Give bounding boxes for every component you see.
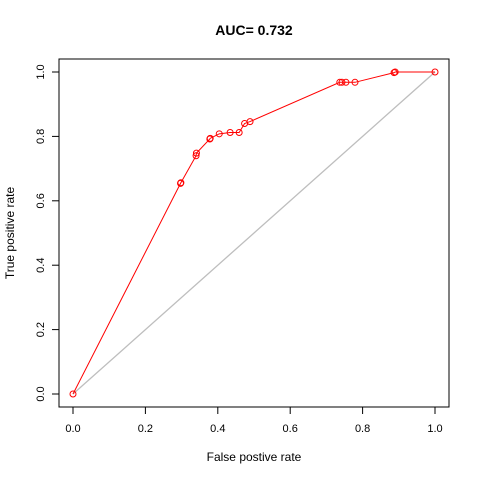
roc-point bbox=[206, 134, 214, 142]
y-tick-label: 1.0 bbox=[35, 64, 47, 79]
roc-point bbox=[177, 179, 185, 187]
y-tick-label: 0.2 bbox=[35, 322, 47, 337]
x-tick-label: 0.8 bbox=[355, 423, 370, 435]
y-tick-label: 0.0 bbox=[35, 386, 47, 401]
roc-points bbox=[69, 68, 439, 398]
x-tick-label: 0.0 bbox=[65, 423, 80, 435]
y-tick-label: 0.6 bbox=[35, 193, 47, 208]
diagonal-reference-line bbox=[72, 71, 436, 395]
roc-point bbox=[215, 130, 223, 138]
y-axis: 0.0 0.2 0.4 0.6 0.8 1.0 bbox=[35, 64, 60, 402]
chart-title: AUC= 0.732 bbox=[215, 22, 293, 38]
roc-point bbox=[69, 390, 77, 398]
y-axis-label: True positive rate bbox=[3, 187, 17, 280]
x-tick-label: 0.2 bbox=[138, 423, 153, 435]
x-axis: 0.0 0.2 0.4 0.6 0.8 1.0 bbox=[65, 406, 443, 435]
roc-point bbox=[338, 78, 346, 86]
roc-point bbox=[246, 118, 254, 126]
roc-point bbox=[192, 149, 200, 157]
x-tick-label: 1.0 bbox=[427, 423, 442, 435]
roc-point bbox=[235, 129, 243, 137]
roc-point bbox=[226, 129, 234, 137]
x-tick-label: 0.4 bbox=[210, 423, 225, 435]
x-tick-label: 0.6 bbox=[283, 423, 298, 435]
x-axis-label: False postive rate bbox=[207, 450, 302, 464]
y-tick-label: 0.4 bbox=[35, 258, 47, 273]
roc-point bbox=[351, 78, 359, 86]
roc-point bbox=[342, 78, 350, 86]
roc-point bbox=[192, 152, 200, 160]
roc-point bbox=[431, 68, 439, 76]
y-tick-label: 0.8 bbox=[35, 129, 47, 144]
roc-point bbox=[391, 68, 399, 76]
